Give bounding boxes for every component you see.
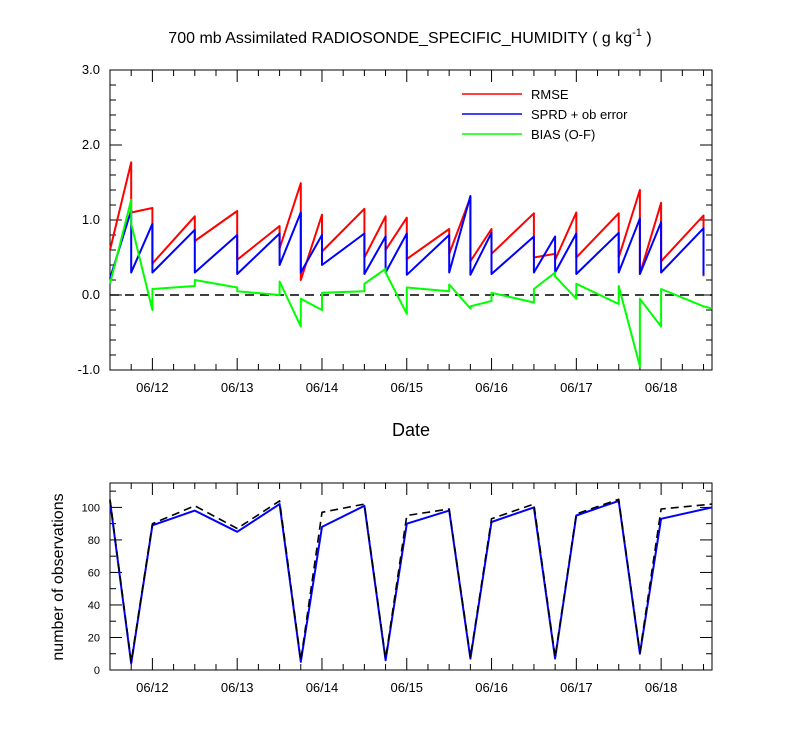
chart-title-superscript: -1 — [632, 27, 642, 39]
y-tick-label: -1.0 — [78, 362, 100, 377]
bottom-series — [109, 498, 713, 665]
y-tick-label: 60 — [88, 567, 100, 579]
x-tick-label: 06/15 — [390, 680, 423, 695]
top-series — [109, 161, 713, 368]
x-tick-label: 06/12 — [136, 680, 169, 695]
legend-label-bias-o-f: BIAS (O-F) — [531, 127, 595, 142]
y-tick-label: 40 — [88, 600, 100, 612]
y-tick-label: 20 — [88, 632, 100, 644]
y-tick-label: 0 — [94, 665, 100, 677]
x-tick-label: 06/14 — [306, 380, 339, 395]
y-tick-label: 0.0 — [82, 287, 100, 302]
series-total — [109, 498, 713, 663]
y-tick-label: 3.0 — [82, 62, 100, 77]
x-tick-label: 06/15 — [390, 380, 423, 395]
bottom-y-axis-title: number of observations — [50, 493, 67, 660]
chart-title: 700 mb Assimilated RADIOSONDE_SPECIFIC_H… — [168, 27, 651, 47]
bottom-panel: 06/12 06/13 06/14 06/15 06/16 06/17 06/18 0 20 4… — [50, 482, 713, 695]
x-tick-label: 06/18 — [645, 680, 678, 695]
top-ticks — [110, 69, 712, 371]
x-tick-label: 06/14 — [306, 680, 339, 695]
series-assimilated — [109, 499, 713, 665]
legend-label-rmse: RMSE — [531, 87, 569, 102]
x-tick-label: 06/12 — [136, 380, 169, 395]
x-tick-label: 06/13 — [221, 680, 254, 695]
bottom-ticks — [110, 483, 712, 671]
bottom-y-tick-labels: 0 20 40 60 80 100 — [82, 502, 100, 677]
top-y-tick-labels: 3.0 2.0 1.0 0.0 -1.0 — [78, 62, 100, 377]
legend: RMSE SPRD + ob error BIAS (O-F) — [462, 87, 628, 142]
y-tick-label: 2.0 — [82, 137, 100, 152]
x-tick-label: 06/16 — [475, 680, 508, 695]
bottom-plot-frame — [109, 482, 713, 671]
x-tick-label: 06/13 — [221, 380, 254, 395]
top-x-axis-title: Date — [392, 420, 430, 440]
legend-label-sprd-ob-error: SPRD + ob error — [531, 107, 628, 122]
chart-title-main: 700 mb Assimilated RADIOSONDE_SPECIFIC_H… — [168, 30, 632, 47]
y-tick-label: 100 — [82, 502, 100, 514]
series-sprd-ob-error — [109, 195, 705, 279]
top-x-tick-labels: 06/12 06/13 06/14 06/15 06/16 06/17 06/18 — [136, 380, 677, 395]
bottom-x-tick-labels: 06/12 06/13 06/14 06/15 06/16 06/17 06/18 — [136, 680, 677, 695]
x-tick-label: 06/18 — [645, 380, 678, 395]
x-tick-label: 06/17 — [560, 380, 593, 395]
series-bias-o-f — [109, 198, 713, 368]
y-tick-label: 80 — [88, 535, 100, 547]
x-tick-label: 06/17 — [560, 680, 593, 695]
y-tick-label: 1.0 — [82, 212, 100, 227]
x-tick-label: 06/16 — [475, 380, 508, 395]
chart-title-close: ) — [642, 30, 652, 47]
top-panel: 06/12 06/13 06/14 06/15 06/16 06/17 06/18 3.0 2… — [78, 62, 713, 440]
